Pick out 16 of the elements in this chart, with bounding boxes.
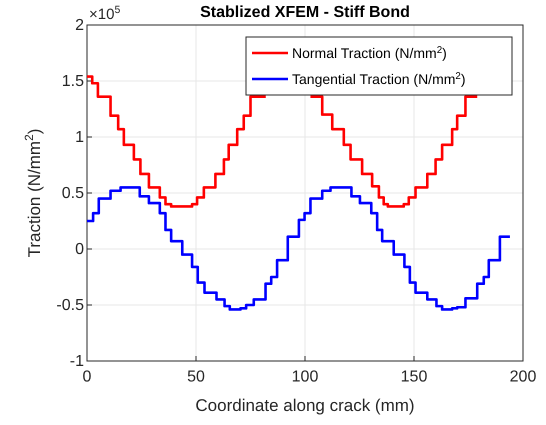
y-tick-label: 1.5 xyxy=(62,73,84,90)
chart-title: Stablized XFEM - Stiff Bond xyxy=(200,4,410,21)
y-tick-label: -0.5 xyxy=(56,297,84,314)
x-tick-label: 200 xyxy=(510,368,536,386)
legend-label: Normal Traction (N/mm$^{2}$) xyxy=(292,44,447,61)
y-tick-label: 2 xyxy=(75,17,84,34)
x-tick-label: 100 xyxy=(292,368,318,386)
x-tick-label: 150 xyxy=(400,368,428,386)
x-tick-label: 50 xyxy=(187,368,205,386)
y-tick-label: 1 xyxy=(75,129,84,146)
legend-label: Tangential Traction (N/mm$^{2}$) xyxy=(292,70,466,87)
text: ×10$^{5}$ xyxy=(89,4,120,23)
y-tick-label: -1 xyxy=(70,353,84,370)
y-tick-label: 0.5 xyxy=(62,185,84,202)
x-axis-title: Coordinate along crack (mm) xyxy=(195,396,415,415)
y-tick-label: 0 xyxy=(75,241,84,258)
